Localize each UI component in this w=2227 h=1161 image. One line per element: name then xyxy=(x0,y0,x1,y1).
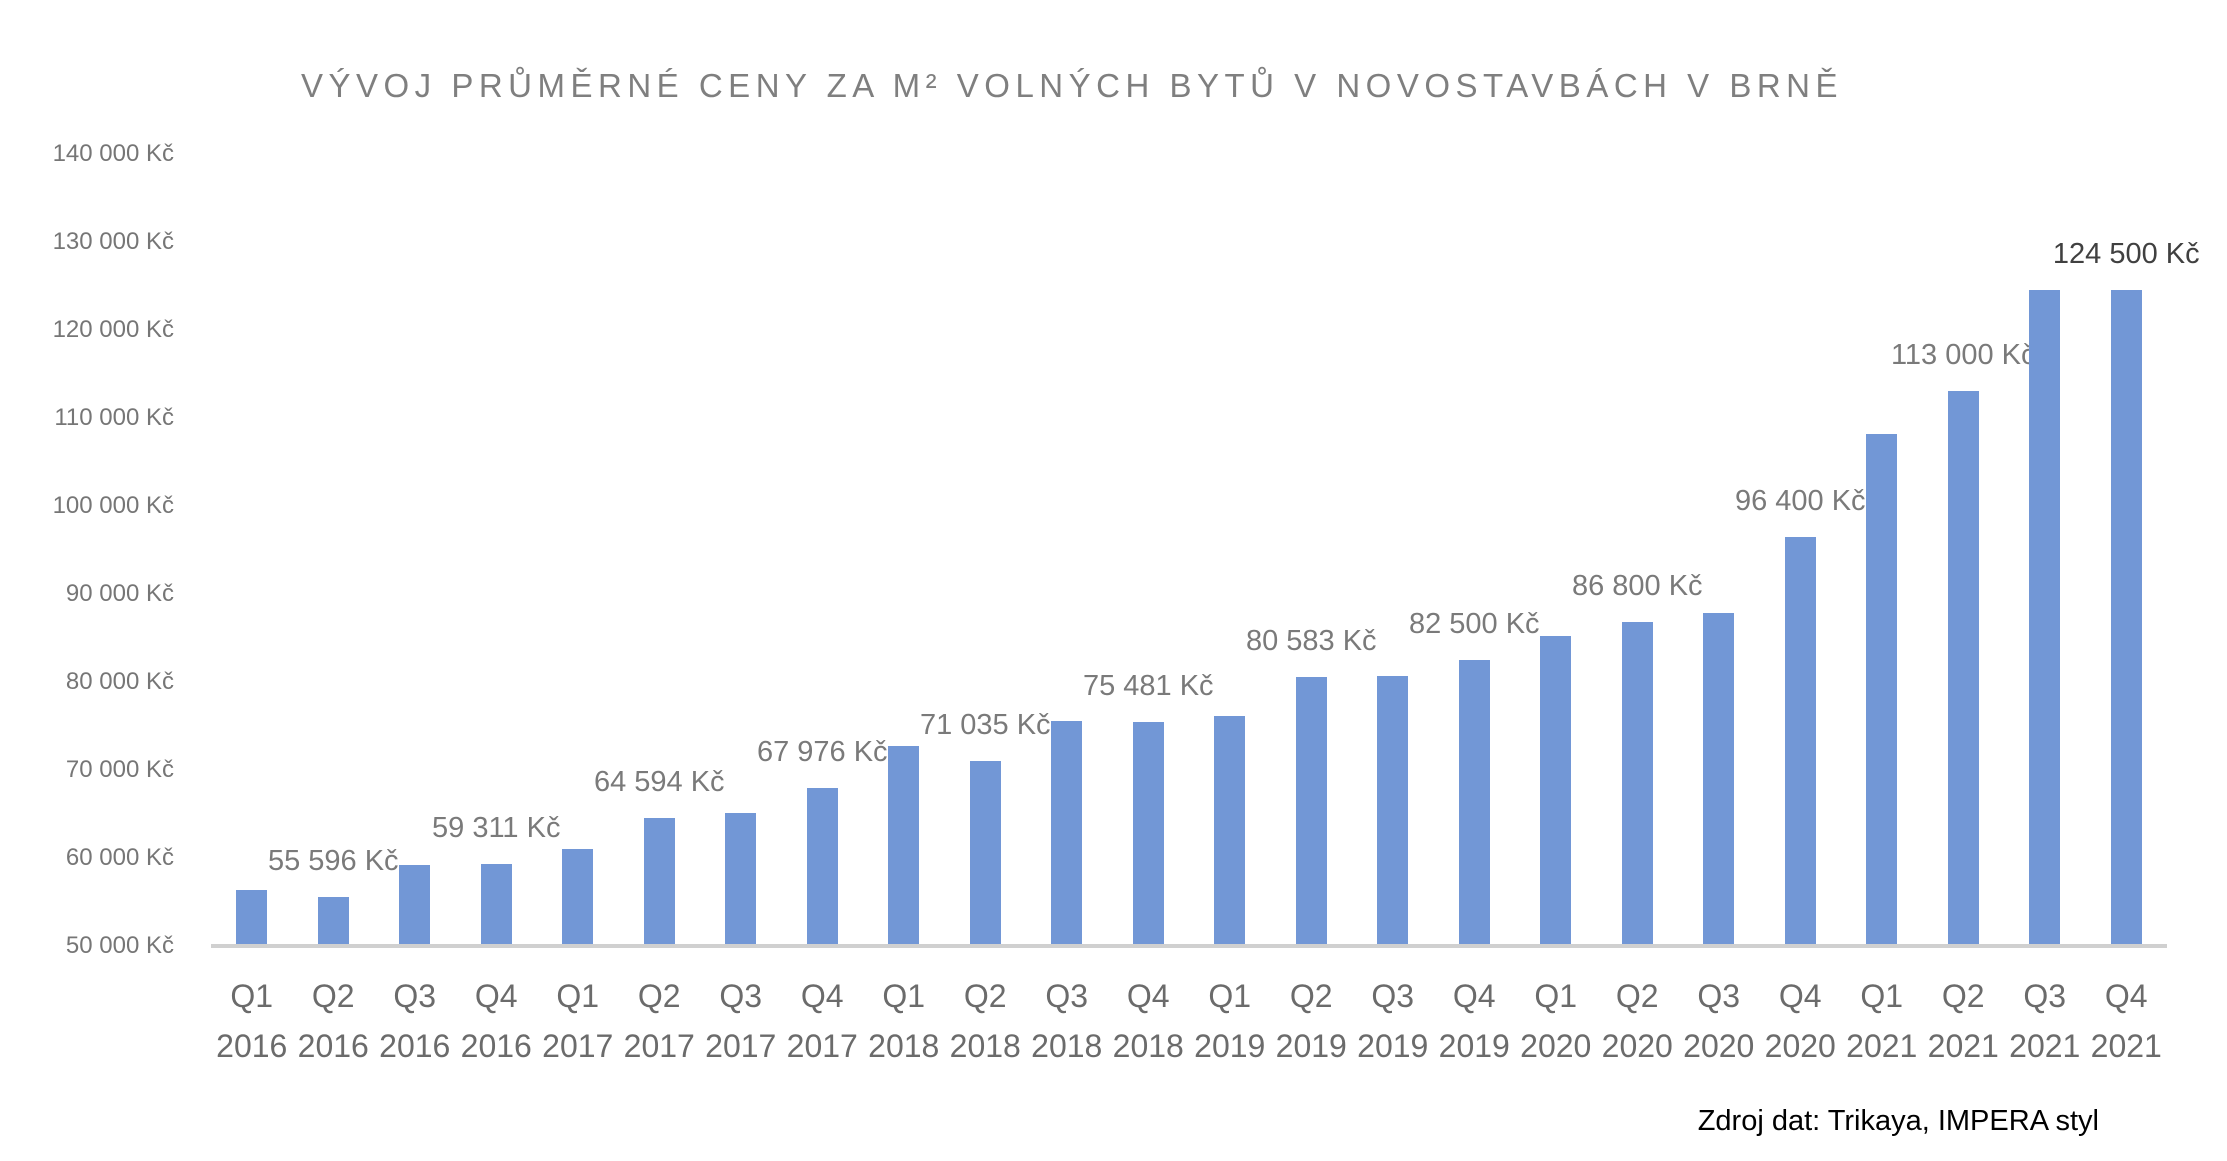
x-tick-label: Q1 2018 xyxy=(868,978,940,1064)
x-tick-label: Q3 2021 xyxy=(2009,978,2081,1064)
data-label: 113 000 Kč xyxy=(1890,339,2036,372)
bar xyxy=(1214,716,1246,946)
x-tick-label: Q4 2016 xyxy=(460,978,532,1064)
x-tick-label: Q2 2018 xyxy=(949,978,1021,1064)
bar xyxy=(317,896,349,946)
x-tick-label: Q4 2017 xyxy=(786,978,858,1064)
bar xyxy=(1866,433,1898,946)
x-tick-label: Q2 2016 xyxy=(297,978,369,1064)
bar xyxy=(2029,290,2061,946)
y-tick-label: 130 000 Kč xyxy=(52,227,174,255)
data-label: 96 400 Kč xyxy=(1734,485,1866,518)
y-tick-label: 110 000 Kč xyxy=(54,403,174,431)
data-label: 75 481 Kč xyxy=(1082,669,1214,702)
data-label: 82 500 Kč xyxy=(1408,607,1540,640)
data-label: 59 311 Kč xyxy=(432,812,561,845)
x-tick-label: Q1 2021 xyxy=(1846,978,1918,1064)
x-tick-label: Q1 2020 xyxy=(1520,978,1592,1064)
x-tick-label: Q3 2019 xyxy=(1357,978,1429,1064)
bar xyxy=(725,813,757,946)
bar xyxy=(1621,621,1653,946)
x-tick-label: Q2 2020 xyxy=(1601,978,1673,1064)
x-tick-label: Q4 2019 xyxy=(1438,978,1510,1064)
bar xyxy=(1540,636,1572,946)
y-tick-label: 90 000 Kč xyxy=(65,579,174,607)
bar xyxy=(806,787,838,946)
data-label: 71 035 Kč xyxy=(919,708,1051,741)
bar xyxy=(1784,537,1816,946)
x-tick-label: Q4 2021 xyxy=(2090,978,2162,1064)
x-tick-label: Q1 2019 xyxy=(1194,978,1266,1064)
x-tick-label: Q2 2021 xyxy=(1927,978,1999,1064)
y-tick-label: 70 000 Kč xyxy=(65,755,174,783)
bar xyxy=(969,760,1001,946)
x-tick-label: Q3 2020 xyxy=(1683,978,1755,1064)
bar xyxy=(236,889,268,946)
y-tick-label: 50 000 Kč xyxy=(65,932,174,959)
data-label: 80 583 Kč xyxy=(1245,624,1377,657)
bar xyxy=(888,746,920,946)
y-tick-label: 60 000 Kč xyxy=(65,843,174,871)
bar xyxy=(1458,659,1490,946)
chart-title: VÝVOJ PRŮMĚRNÉ CENY ZA M² VOLNÝCH BYTŮ V… xyxy=(300,67,1844,104)
x-tick-label: Q2 2019 xyxy=(1275,978,1347,1064)
data-label: 67 976 Kč xyxy=(756,735,888,768)
bar xyxy=(1132,721,1164,946)
y-tick-label: 80 000 Kč xyxy=(65,667,174,695)
x-tick-label: Q4 2018 xyxy=(1112,978,1184,1064)
x-tick-label: Q1 2017 xyxy=(542,978,614,1064)
y-tick-label: 120 000 Kč xyxy=(52,315,174,343)
bar xyxy=(1377,675,1409,946)
bar xyxy=(480,864,512,946)
bar xyxy=(2110,290,2142,946)
x-tick-label: Q3 2016 xyxy=(379,978,451,1064)
bar xyxy=(399,864,431,946)
y-tick-label: 140 000 Kč xyxy=(52,139,174,167)
bar xyxy=(1051,720,1083,946)
x-axis-line xyxy=(211,944,2167,948)
x-tick-label: Q2 2017 xyxy=(623,978,695,1064)
y-tick-label: 100 000 Kč xyxy=(52,491,174,519)
data-label: 86 800 Kč xyxy=(1571,569,1703,602)
x-tick-label: Q4 2020 xyxy=(1764,978,1836,1064)
bar xyxy=(1295,676,1327,946)
data-label: 55 596 Kč xyxy=(267,844,399,877)
x-tick-label: Q3 2017 xyxy=(705,978,777,1064)
bar xyxy=(1703,613,1735,946)
bar xyxy=(643,817,675,946)
x-tick-label: Q1 2016 xyxy=(216,978,288,1064)
x-tick-label: Q3 2018 xyxy=(1031,978,1103,1064)
bar xyxy=(1947,391,1979,946)
bar xyxy=(562,849,594,946)
data-label: 64 594 Kč xyxy=(593,765,725,798)
data-label: 124 500 Kč xyxy=(2052,238,2200,271)
source-note: Zdroj dat: Trikaya, IMPERA styl xyxy=(1697,1105,2099,1137)
